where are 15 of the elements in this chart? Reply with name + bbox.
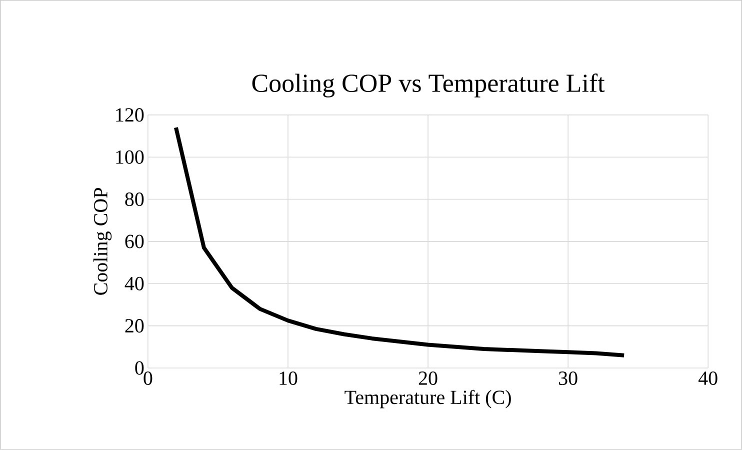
x-tick-label: 40 — [698, 372, 718, 386]
y-tick-label: 20 — [125, 319, 144, 333]
x-tick-label: 0 — [144, 372, 152, 386]
chart-title: Cooling COP vs Temperature Lift — [252, 74, 605, 98]
x-axis-title: Temperature Lift (C) — [344, 390, 511, 408]
y-tick-label: 40 — [124, 276, 144, 290]
y-tick-label: 60 — [125, 234, 144, 248]
y-tick-label: 0 — [135, 361, 144, 375]
x-tick-label: 10 — [280, 372, 298, 386]
y-axis-title: Cooling COP — [93, 188, 112, 295]
x-tick-label: 20 — [418, 372, 438, 386]
y-tick-label: 120 — [116, 108, 144, 122]
y-tick-label: 100 — [116, 150, 144, 164]
x-tick-label: 30 — [559, 372, 578, 386]
y-tick-label: 80 — [125, 192, 144, 206]
